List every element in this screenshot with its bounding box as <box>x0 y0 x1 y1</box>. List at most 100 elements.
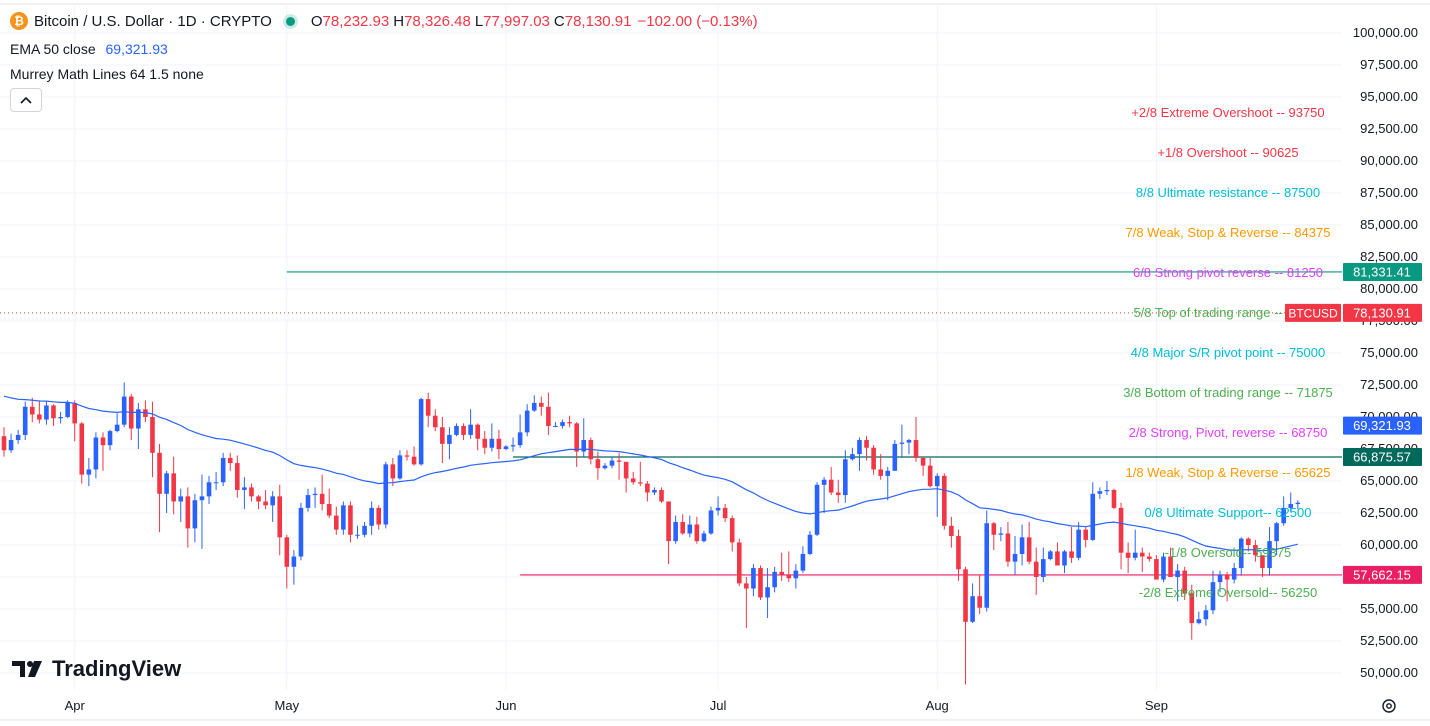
price-badge-label: 78,130.91 <box>1353 305 1411 320</box>
candle-body <box>970 596 975 622</box>
ema-legend[interactable]: EMA 50 close 69,321.93 <box>10 41 168 57</box>
candle-body <box>871 447 876 470</box>
candle-body <box>22 406 28 435</box>
y-tick-label: 72,500.00 <box>1360 377 1418 392</box>
candle-body <box>199 496 205 501</box>
candle-body <box>758 568 763 598</box>
candle-body <box>984 523 990 608</box>
market-status-icon[interactable] <box>285 16 295 26</box>
time-axis[interactable]: Apr May Jun Jul Aug Sep <box>65 698 1168 713</box>
candle-body <box>1154 559 1159 580</box>
candle-body <box>143 409 148 417</box>
mid-line-badge-label: 66,875.57 <box>1353 449 1411 464</box>
candle-body <box>291 556 297 567</box>
candle-body <box>835 492 841 496</box>
candle-body <box>355 534 360 536</box>
candle-body <box>454 425 459 435</box>
candle-body <box>206 482 212 497</box>
candle-body <box>319 493 325 505</box>
candle-body <box>312 493 318 496</box>
candle-body <box>934 475 940 487</box>
candle-body <box>942 475 947 526</box>
candle-body <box>1090 493 1096 540</box>
candle-body <box>284 537 290 567</box>
candle-body <box>1097 491 1103 494</box>
y-tick-label: 87,500.00 <box>1360 185 1418 200</box>
candle-body <box>15 434 21 441</box>
candle-body <box>736 542 742 584</box>
candle-body <box>51 405 56 419</box>
candle-body <box>270 496 275 506</box>
logo-text: TradingView <box>52 656 182 681</box>
candle-body <box>623 461 629 479</box>
candle-body <box>1175 570 1180 577</box>
candle-body <box>298 507 304 557</box>
y-tick-label: 95,000.00 <box>1360 89 1418 104</box>
candle-body <box>1104 489 1110 492</box>
candle-body <box>539 402 544 407</box>
candle-body <box>1033 561 1039 577</box>
murrey-label: -1/8 Oversold-- 59375 <box>1165 545 1291 560</box>
murrey-legend[interactable]: Murrey Math Lines 64 1.5 none <box>10 66 204 82</box>
symbol-title[interactable]: Bitcoin / U.S. Dollar · 1D · CRYPTO <box>34 12 272 30</box>
murrey-label: 6/8 Strong pivot reverse -- 81250 <box>1133 265 1323 280</box>
tradingview-logo[interactable]: TradingView <box>12 656 181 682</box>
candle-body <box>1238 538 1244 569</box>
candle-body <box>157 452 162 494</box>
candle-body <box>1182 570 1187 594</box>
candle-body <box>150 417 155 453</box>
candle-body <box>1189 593 1195 624</box>
murrey-label: 2/8 Strong, Pivot, reverse -- 68750 <box>1129 425 1328 440</box>
candle-body <box>93 437 99 470</box>
candle-body <box>376 507 382 525</box>
ema-badge-bg <box>1343 416 1422 435</box>
candle-body <box>687 524 693 534</box>
candle-body <box>1260 555 1265 569</box>
symbol-legend: ₿ Bitcoin / U.S. Dollar · 1D · CRYPTO O … <box>10 12 758 30</box>
ema-line-path <box>3 395 1298 552</box>
candle-body <box>1210 582 1216 611</box>
high-value: 78,326.48 <box>404 12 471 30</box>
candle-body <box>878 469 883 476</box>
candle-body <box>956 536 961 570</box>
candle-body <box>991 523 997 535</box>
candle-body <box>475 424 480 439</box>
candle-body <box>977 596 982 608</box>
candle-body <box>425 399 431 416</box>
candle-body <box>482 438 488 448</box>
candle-body <box>235 463 240 490</box>
candle-body <box>814 484 820 535</box>
candle-body <box>892 443 898 471</box>
collapse-legend-button[interactable] <box>10 88 42 112</box>
candle-body <box>857 440 862 455</box>
candle-body <box>680 521 686 534</box>
chevron-up-icon <box>20 96 32 104</box>
candle-body <box>645 483 650 493</box>
candle-body <box>765 587 770 598</box>
candle-body <box>821 479 827 485</box>
candle-body <box>800 553 806 571</box>
y-tick-label: 52,500.00 <box>1360 633 1418 648</box>
symbol-row[interactable]: ₿ Bitcoin / U.S. Dollar · 1D · CRYPTO O … <box>10 12 758 30</box>
candle-body <box>701 533 707 542</box>
candle-body <box>411 456 417 465</box>
candle-body <box>503 446 509 449</box>
candle-body <box>1069 551 1074 558</box>
candle-body <box>65 402 70 417</box>
candle-body <box>779 571 784 575</box>
candle-body <box>277 496 283 538</box>
y-tick-label: 62,500.00 <box>1360 505 1418 520</box>
candle-body <box>581 440 587 452</box>
y-tick-label: 97,500.00 <box>1360 57 1418 72</box>
candle-body <box>715 507 721 511</box>
candle-body <box>1118 507 1124 553</box>
candle-body <box>1168 556 1173 577</box>
ema-value: 69,321.93 <box>105 41 168 57</box>
candle-body <box>1246 538 1251 545</box>
gear-icon[interactable] <box>1380 697 1398 715</box>
candle-body <box>1048 551 1053 560</box>
candle-body <box>1139 552 1145 557</box>
candle-body <box>496 438 502 449</box>
